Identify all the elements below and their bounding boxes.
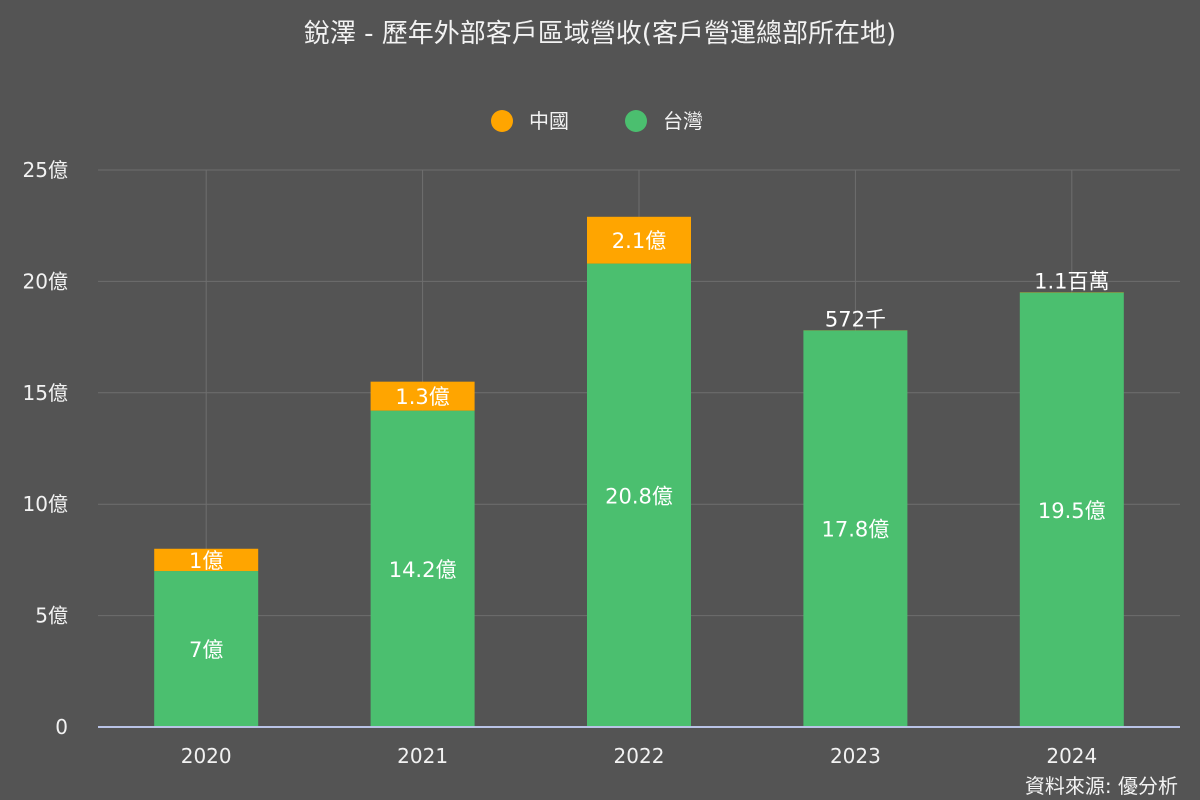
y-tick-label: 5億 <box>35 604 68 628</box>
data-labels: 7億 1億 14.2億 1.3億 20.8億 2.1億 17.8億 572千 19.5億 1.1百… <box>189 229 1109 662</box>
data-label-china-2024: 1.1百萬 <box>1034 269 1109 293</box>
data-label-taiwan-2022: 20.8億 <box>605 484 673 508</box>
data-label-china-2022: 2.1億 <box>612 229 666 253</box>
x-axis-ticks: 2020 2021 2022 2023 2024 <box>181 744 1098 768</box>
data-label-taiwan-2020: 7億 <box>189 638 223 662</box>
data-label-china-2021: 1.3億 <box>395 385 449 409</box>
data-label-china-2023: 572千 <box>825 307 886 331</box>
y-tick-label: 0 <box>55 715 68 739</box>
bar-taiwan-2020 <box>154 571 259 727</box>
legend-swatch-taiwan <box>625 110 647 132</box>
legend: 中國 台灣 <box>491 109 703 133</box>
y-tick-label: 20億 <box>23 269 68 293</box>
data-label-china-2020: 1億 <box>189 549 223 573</box>
bar-china-2021 <box>370 381 475 411</box>
x-tick-label: 2023 <box>830 744 881 768</box>
x-tick-label: 2020 <box>181 744 232 768</box>
y-tick-label: 10億 <box>23 492 68 516</box>
bar-china-2022 <box>587 216 691 264</box>
source-note: 資料來源: 優分析 <box>1025 774 1178 798</box>
bar-taiwan-2022 <box>587 263 691 727</box>
bars <box>154 216 1124 727</box>
bar-taiwan-2021 <box>370 410 475 727</box>
data-label-taiwan-2023: 17.8億 <box>822 518 890 542</box>
data-label-taiwan-2024: 19.5億 <box>1038 499 1106 523</box>
y-tick-label: 15億 <box>23 381 68 405</box>
x-tick-label: 2022 <box>614 744 665 768</box>
bar-taiwan-2024 <box>1019 292 1124 727</box>
y-axis-ticks: 0 5億 10億 15億 20億 25億 <box>23 158 68 739</box>
bar-taiwan-2023 <box>803 330 908 727</box>
data-label-taiwan-2021: 14.2億 <box>389 558 457 582</box>
legend-label-china: 中國 <box>529 109 569 133</box>
chart-title: 銳澤 - 歷年外部客戶區域營收(客戶營運總部所在地) <box>304 19 896 49</box>
x-tick-label: 2021 <box>397 744 448 768</box>
legend-swatch-china <box>491 110 513 132</box>
legend-label-taiwan: 台灣 <box>663 109 703 133</box>
bar-china-2020 <box>154 548 259 572</box>
x-tick-label: 2024 <box>1046 744 1097 768</box>
y-tick-label: 25億 <box>23 158 68 182</box>
